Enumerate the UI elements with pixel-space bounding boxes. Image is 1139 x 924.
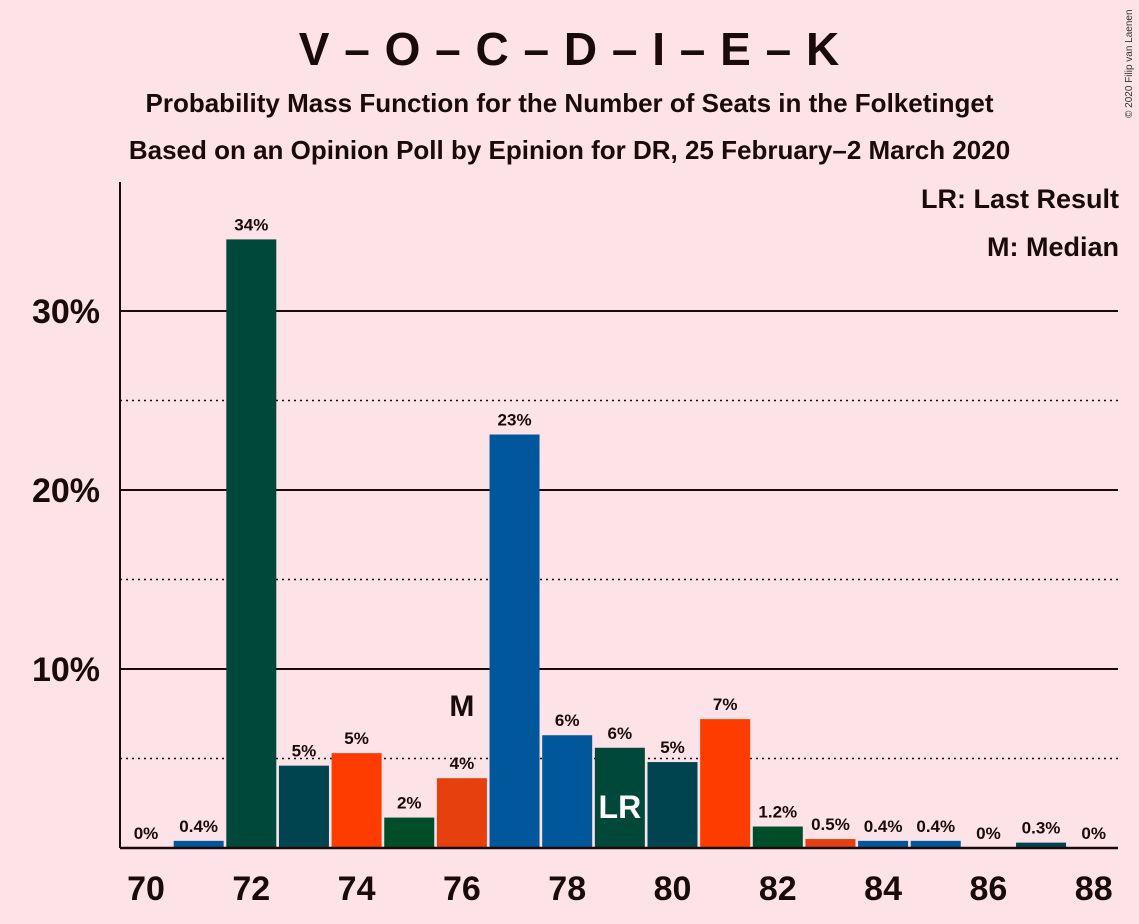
chart-subtitle: Probability Mass Function for the Number… (145, 88, 994, 118)
bar (278, 765, 329, 848)
data-label: 0.4% (916, 817, 955, 836)
chart-subtitle-poll: Based on an Opinion Poll by Epinion for … (128, 135, 1011, 165)
data-label: 0% (976, 824, 1001, 843)
x-tick-label: 74 (338, 870, 376, 908)
bar (489, 434, 540, 848)
y-tick-label: 30% (32, 293, 100, 331)
bar (805, 839, 856, 848)
axes: 10% 20% 30% 70 72 74 76 78 80 82 84 86 88 (32, 182, 1118, 908)
data-label: 6% (555, 711, 580, 730)
data-label: 5% (344, 729, 369, 748)
data-label: 0% (1081, 824, 1106, 843)
data-label: 1.2% (758, 803, 797, 822)
legend-last-result: LR: Last Result (920, 184, 1119, 214)
bar (226, 239, 277, 848)
data-label: 0.4% (864, 817, 903, 836)
data-label: 4% (450, 754, 475, 773)
bar (647, 762, 698, 848)
x-tick-label: 80 (654, 870, 692, 908)
data-label: 34% (234, 215, 268, 234)
y-tick-label: 20% (32, 472, 100, 510)
bar (910, 840, 961, 848)
data-label: 6% (608, 724, 633, 743)
x-tick-label: 78 (548, 870, 586, 908)
x-tick-label: 86 (969, 870, 1007, 908)
data-label: 5% (292, 742, 317, 761)
legend-median: M: Median (987, 232, 1119, 262)
data-label: 0.4% (179, 817, 218, 836)
data-labels: 0% 0.4% 34% 5% 5% 2% 4% 23% 6% 6% 5% 7% 1.2% 0.5% 0.4%… (134, 215, 1106, 843)
data-label: 23% (498, 411, 532, 430)
bars (173, 239, 1067, 848)
y-tick-label: 10% (32, 651, 100, 689)
x-tick-label: 88 (1075, 870, 1113, 908)
bar (331, 753, 382, 848)
bar (173, 840, 224, 848)
data-label: 2% (397, 794, 422, 813)
x-tick-label: 70 (127, 870, 165, 908)
x-tick-label: 76 (443, 870, 481, 908)
bar (752, 826, 803, 848)
bar (700, 719, 751, 848)
x-tick-label: 82 (759, 870, 797, 908)
bar (542, 735, 593, 848)
data-label: 0% (134, 824, 159, 843)
chart-title: V – O – C – D – I – E – K (298, 23, 841, 75)
bar (1016, 842, 1067, 848)
bar (436, 778, 487, 848)
x-tick-label: 72 (232, 870, 270, 908)
bar (858, 840, 909, 848)
bar (594, 747, 645, 848)
bar (384, 817, 435, 848)
median-marker: M (449, 690, 474, 723)
data-label: 7% (713, 695, 738, 714)
last-result-marker: LR (599, 789, 642, 825)
data-label: 0.5% (811, 815, 850, 834)
data-label: 0.3% (1022, 819, 1061, 838)
data-label: 5% (660, 738, 685, 757)
x-tick-label: 84 (864, 870, 902, 908)
